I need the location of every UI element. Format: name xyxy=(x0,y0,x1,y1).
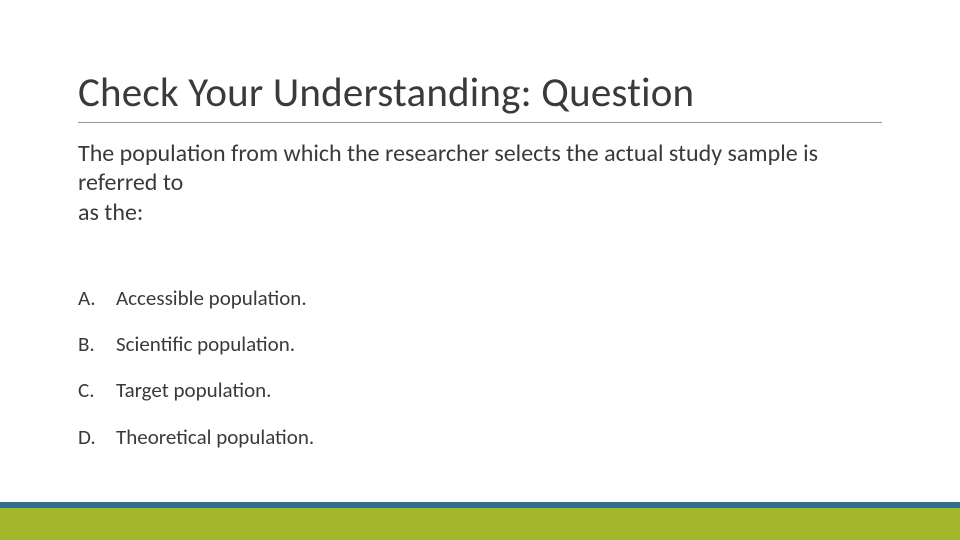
option-c: C. Target population. xyxy=(78,377,882,403)
footer-bar xyxy=(0,502,960,540)
footer-main-stripe xyxy=(0,508,960,540)
option-b: B. Scientific population. xyxy=(78,331,882,357)
option-a: A. Accessible population. xyxy=(78,285,882,311)
option-text: Accessible population. xyxy=(116,285,882,311)
option-marker: C. xyxy=(78,377,116,403)
option-text: Theoretical population. xyxy=(116,424,882,450)
option-marker: A. xyxy=(78,285,116,311)
option-text: Target population. xyxy=(116,377,882,403)
question-text: The population from which the researcher… xyxy=(78,139,848,227)
options-list: A. Accessible population. B. Scientific … xyxy=(78,285,882,450)
option-text: Scientific population. xyxy=(116,331,882,357)
option-marker: B. xyxy=(78,331,116,357)
option-marker: D. xyxy=(78,424,116,450)
option-d: D. Theoretical population. xyxy=(78,424,882,450)
slide-container: Check Your Understanding: Question The p… xyxy=(0,0,960,540)
slide-title: Check Your Understanding: Question xyxy=(78,68,882,123)
